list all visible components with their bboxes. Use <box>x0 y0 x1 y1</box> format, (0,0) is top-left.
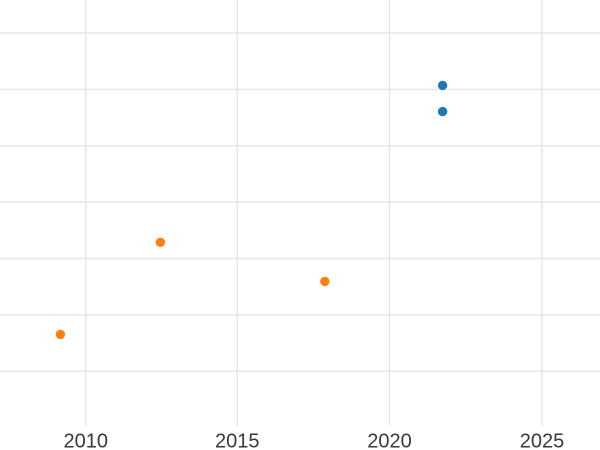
svg-text:2015: 2015 <box>215 430 260 450</box>
svg-text:2020: 2020 <box>367 430 412 450</box>
svg-text:2025: 2025 <box>520 430 565 450</box>
svg-text:2010: 2010 <box>64 430 109 450</box>
